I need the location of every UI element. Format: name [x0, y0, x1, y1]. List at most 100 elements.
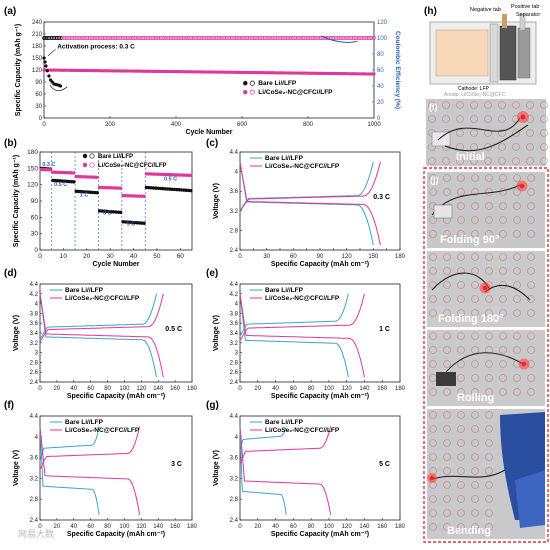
led-pattern-dot [457, 253, 465, 261]
legend-label: Li/CoSe₂-NC@CFC//LFP [98, 163, 167, 169]
legend-label: Li/CoSe₂-NC@CFC//LFP [258, 89, 333, 96]
x-axis-label: Specific Capacity (mAh cm⁻²) [67, 393, 165, 400]
data-point-cose2 [48, 168, 53, 172]
led-pattern-dot [457, 388, 465, 396]
y2-tick-label: 20 [377, 100, 384, 106]
x-tick-label: 160 [377, 524, 388, 530]
y-tick-label: 3.8 [230, 311, 239, 317]
led-pattern-dot [429, 309, 437, 317]
wire [445, 352, 526, 373]
led-pattern-dot [498, 143, 506, 151]
led-pattern-dot [471, 309, 479, 317]
cathode-label: Cathode: LFP [458, 86, 490, 92]
panel-label-g: (g) [206, 400, 219, 411]
x-tick-label: 150 [368, 254, 379, 260]
rate-label: 0.3 C [373, 194, 390, 201]
photo-frame [423, 167, 549, 543]
led-pattern-dot [526, 157, 534, 165]
y-tick-label: 4.2 [30, 292, 39, 298]
y-tick-label: 3.2 [230, 341, 239, 347]
x-tick-label: 40 [70, 386, 77, 392]
led-pattern-dot [471, 230, 479, 238]
axis-pointer-arrow [49, 84, 68, 92]
led-pattern-dot [457, 202, 465, 210]
photo-caption-folding90: Folding 90° [440, 234, 499, 246]
y-tick-label: 2.4 [30, 380, 39, 386]
led-pattern-dot [513, 188, 521, 196]
led-pattern-dot [443, 309, 451, 317]
led-pattern-dot [457, 174, 465, 182]
x-tick-label: 60 [87, 524, 94, 530]
x-tick-label: 120 [342, 524, 353, 530]
led-pattern-dot [471, 425, 479, 433]
led-pattern-dot [471, 388, 479, 396]
chart-f-profile: 0 20 40 60 80 100 120 140 160 180 2.4 2.8 3.2 3.6 4 4.4… [13, 414, 198, 538]
led-pattern-dot [456, 129, 464, 137]
charge-curve-bare [39, 426, 100, 462]
led-pattern-dot [526, 143, 534, 151]
led-pattern-dot [470, 115, 478, 123]
led-pattern-dot [485, 267, 493, 275]
y-tick-label: 210 [32, 32, 43, 38]
x-tick-label: 600 [237, 122, 248, 128]
led-pattern-dot [429, 425, 437, 433]
led-pattern-dot [443, 509, 451, 517]
led-pattern-dot [485, 374, 493, 382]
led-pattern-dot [471, 509, 479, 517]
led-pattern-dot [485, 453, 493, 461]
led-pattern-dot [484, 101, 492, 109]
y-tick-label: 2.4 [230, 248, 239, 254]
x-tick-label: 50 [153, 253, 161, 260]
legend-label: Bare Li//LFP [265, 287, 304, 294]
legend-label: Bare Li//LFP [258, 80, 297, 87]
x-tick-label: 400 [171, 122, 182, 128]
legend-label: Bare Li//LFP [265, 155, 304, 162]
led-pattern-dot [429, 509, 437, 517]
led-pattern-dot [527, 332, 535, 340]
legend-marker [243, 90, 248, 95]
discharge-curve-cose2 [39, 426, 141, 515]
x-tick-label: 180 [395, 254, 406, 260]
led-pattern-dot [443, 360, 451, 368]
x-tick-label: 0 [238, 254, 242, 260]
x-tick-label: 0 [238, 524, 242, 530]
pouch-cell-schematic: Negative tab Positive tab Separator Cath… [429, 4, 540, 98]
led-pattern-dot [527, 388, 535, 396]
plot-frame [39, 415, 193, 521]
photo-caption-bending: Bending [447, 525, 491, 537]
led-pattern-dot [457, 509, 465, 517]
photo-folding180: Folding 180° [427, 251, 545, 327]
wire [429, 469, 506, 481]
legend-marker [249, 80, 255, 86]
legend-marker [89, 153, 95, 159]
led-pattern-dot [485, 174, 493, 182]
led-pattern-dot [443, 267, 451, 275]
led-pattern-dot [485, 309, 493, 317]
led-pattern-dot [527, 281, 535, 289]
y-axis-label: Voltage (V) [213, 450, 220, 486]
x-tick-label: 80 [104, 524, 111, 530]
led-pattern-dot [527, 253, 535, 261]
ce-pointer-arrow [320, 35, 358, 43]
data-point-cose2 [142, 194, 146, 199]
y-tick-label: 3 [35, 351, 39, 357]
led-pattern-dot [443, 439, 451, 447]
photo-initial: (i) Initial [426, 99, 548, 166]
discharge-curve-bare [239, 426, 287, 515]
led-pattern-dot [470, 157, 478, 165]
y2-tick-label: 120 [377, 20, 388, 26]
data-point-ce-cose2 [370, 36, 375, 40]
led-pattern-dot [457, 346, 465, 354]
legend-label: Bare Li//LFP [265, 419, 304, 426]
photo-caption-initial: Initial [456, 151, 485, 163]
data-point-bare [118, 210, 123, 215]
y-tick-label: 60 [31, 214, 39, 221]
chart-g-profile: 0 20 40 60 80 100 120 140 160 180 2.4 2.8 3.2 3.6 4 4.4… [213, 414, 406, 538]
x-tick-label: 80 [308, 386, 315, 392]
chart-c-profile: 0 30 60 90 120 150 180 2.4 2.8 3.2 3.6 4 4.4 Specific… [213, 150, 406, 268]
x-tick-label: 1000 [367, 122, 381, 128]
rate-label: 5 C [379, 461, 390, 468]
y-tick-label: 4.4 [230, 282, 239, 288]
anode-layer [499, 25, 517, 81]
led-pattern-dot [513, 216, 521, 224]
